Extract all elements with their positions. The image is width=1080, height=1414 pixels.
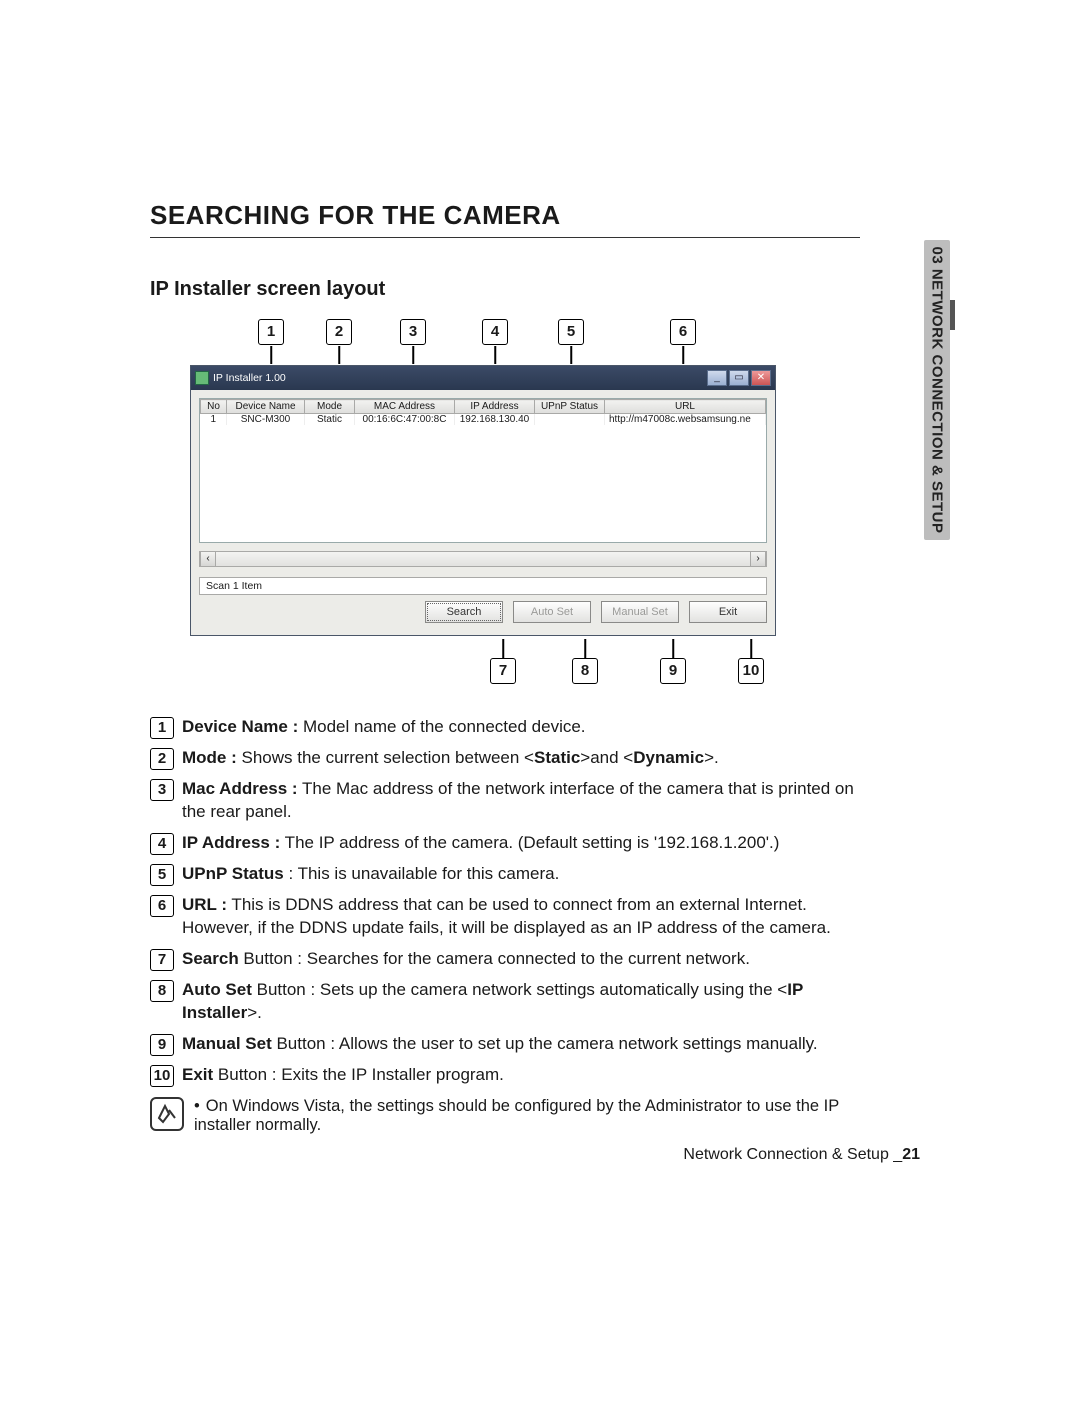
legend-item-3: 3 Mac Address : The Mac address of the n…: [150, 778, 870, 824]
button-row: Search Auto Set Manual Set Exit: [199, 601, 767, 623]
cell-upnp: [535, 414, 605, 426]
cell-ip: 192.168.130.40: [455, 414, 535, 426]
col-no[interactable]: No: [201, 400, 227, 414]
maximize-button[interactable]: ▭: [729, 370, 749, 386]
close-button[interactable]: ✕: [751, 370, 771, 386]
legend-item-4: 4 IP Address : The IP address of the cam…: [150, 832, 870, 855]
cell-no: 1: [201, 414, 227, 426]
page-footer: Network Connection & Setup _21: [683, 1146, 920, 1164]
legend-item-8: 8 Auto Set Button : Sets up the camera n…: [150, 979, 870, 1025]
col-mac[interactable]: MAC Address: [355, 400, 455, 414]
col-url[interactable]: URL: [605, 400, 766, 414]
exit-button[interactable]: Exit: [689, 601, 767, 623]
scroll-grip[interactable]: [483, 554, 491, 564]
callout-5: 5: [558, 319, 584, 345]
callout-9: 9: [660, 658, 686, 684]
screenshot-area: 1 2 3 4 5 6 IP Installer 1.00 _ ▭ ✕: [190, 319, 776, 688]
note-row: •On Windows Vista, the settings should b…: [150, 1097, 870, 1135]
device-grid[interactable]: No Device Name Mode MAC Address IP Addre…: [199, 398, 767, 543]
callouts-bottom: 7 8 9 10: [190, 638, 776, 688]
auto-set-button[interactable]: Auto Set: [513, 601, 591, 623]
callout-1: 1: [258, 319, 284, 345]
side-tab-label: 03 NETWORK CONNECTION & SETUP: [929, 246, 946, 533]
col-device[interactable]: Device Name: [227, 400, 305, 414]
grid-header-row: No Device Name Mode MAC Address IP Addre…: [201, 400, 766, 414]
bullet-icon: •: [194, 1097, 200, 1115]
cell-mac: 00:16:6C:47:00:8C: [355, 414, 455, 426]
legend-num: 1: [150, 717, 174, 739]
section-rule: [150, 237, 860, 238]
callout-6: 6: [670, 319, 696, 345]
side-tab-accent: [950, 300, 955, 330]
legend-list: 1 Device Name : Model name of the connec…: [150, 716, 870, 1087]
callout-2: 2: [326, 319, 352, 345]
horizontal-scrollbar[interactable]: ‹ ›: [199, 551, 767, 567]
cell-mode: Static: [305, 414, 355, 426]
window-title: IP Installer 1.00: [213, 372, 286, 384]
app-icon: [195, 371, 209, 385]
callout-8: 8: [572, 658, 598, 684]
ip-installer-window: IP Installer 1.00 _ ▭ ✕ No Device Name M…: [190, 365, 776, 636]
footer-section: Network Connection & Setup _: [683, 1146, 902, 1163]
callout-3: 3: [400, 319, 426, 345]
note-icon: [150, 1097, 184, 1131]
legend-item-7: 7 Search Button : Searches for the camer…: [150, 948, 870, 971]
callouts-top: 1 2 3 4 5 6: [190, 319, 776, 365]
callout-10: 10: [738, 658, 764, 684]
status-bar: Scan 1 Item: [199, 577, 767, 595]
legend-item-2: 2 Mode : Shows the current selection bet…: [150, 747, 870, 770]
col-upnp[interactable]: UPnP Status: [535, 400, 605, 414]
legend-item-5: 5 UPnP Status : This is unavailable for …: [150, 863, 870, 886]
legend-item-1: 1 Device Name : Model name of the connec…: [150, 716, 870, 739]
grid-row[interactable]: 1 SNC-M300 Static 00:16:6C:47:00:8C 192.…: [201, 414, 766, 426]
minimize-button[interactable]: _: [707, 370, 727, 386]
cell-device: SNC-M300: [227, 414, 305, 426]
scroll-left-icon[interactable]: ‹: [200, 552, 216, 566]
side-tab-chapter: 03: [929, 246, 946, 264]
page-number: 21: [902, 1146, 920, 1163]
side-tab-text: NETWORK CONNECTION & SETUP: [929, 269, 946, 534]
callout-7: 7: [490, 658, 516, 684]
note-text: On Windows Vista, the settings should be…: [194, 1097, 839, 1134]
search-button[interactable]: Search: [425, 601, 503, 623]
callout-4: 4: [482, 319, 508, 345]
legend-item-6: 6 URL : This is DDNS address that can be…: [150, 894, 870, 940]
cell-url: http://m47008c.websamsung.ne: [605, 414, 766, 426]
col-mode[interactable]: Mode: [305, 400, 355, 414]
sub-title: IP Installer screen layout: [150, 278, 940, 301]
legend-item-10: 10 Exit Button : Exits the IP Installer …: [150, 1064, 870, 1087]
legend-item-9: 9 Manual Set Button : Allows the user to…: [150, 1033, 870, 1056]
manual-set-button[interactable]: Manual Set: [601, 601, 679, 623]
col-ip[interactable]: IP Address: [455, 400, 535, 414]
scroll-right-icon[interactable]: ›: [750, 552, 766, 566]
section-title: SEARCHING FOR THE CAMERA: [150, 200, 940, 231]
titlebar: IP Installer 1.00 _ ▭ ✕: [191, 366, 775, 390]
side-chapter-tab: 03 NETWORK CONNECTION & SETUP: [924, 240, 950, 540]
